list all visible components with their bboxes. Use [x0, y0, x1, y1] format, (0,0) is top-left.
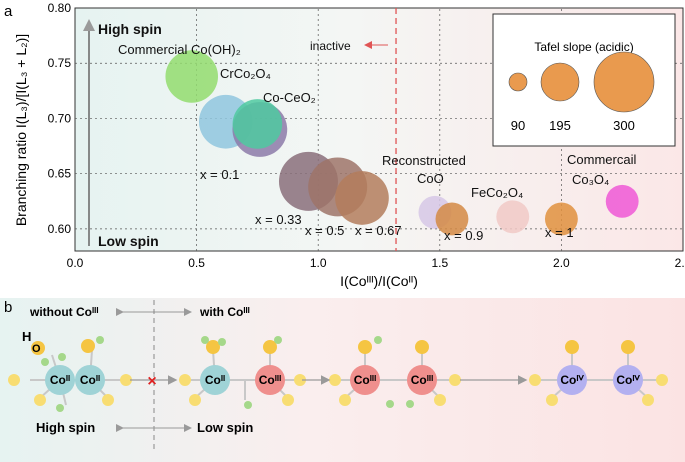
data-point	[232, 99, 283, 149]
legend: Tafel slope (acidic) 90 195 300	[492, 13, 676, 147]
without-coIII-label: without Coᴵᴵᴵ	[29, 305, 98, 319]
data-point	[335, 171, 389, 225]
ion-3	[200, 365, 230, 395]
x-tick-label: 2.5	[675, 256, 685, 270]
legend-marker-195	[540, 62, 580, 102]
ion-1	[45, 365, 75, 395]
oh-label-h: H	[22, 329, 31, 344]
y-tick-label: 0.75	[48, 56, 72, 70]
svg-text:Coᴵᴵᴵ: Coᴵᴵᴵ	[354, 373, 377, 387]
y-tick-label: 0.65	[48, 167, 72, 181]
data-point	[496, 200, 530, 234]
metal-ions: Coᴵᴵ Coᴵᴵ Coᴵᴵ Coᴵᴵᴵ Coᴵᴵᴵ Coᴵᴵᴵ Coᴵⱽ Co…	[45, 365, 643, 395]
panel-a-label: a	[4, 3, 13, 20]
data-point	[544, 202, 578, 236]
y-axis-label: Branching ratio I(L₃)/[I(L₃ + L₂)]	[13, 34, 29, 226]
svg-text:Coᴵᴵᴵ: Coᴵᴵᴵ	[411, 373, 434, 387]
label-feco2o4: FeCo₂O₄	[471, 185, 523, 200]
data-point	[165, 50, 219, 103]
label-x-0-33: x = 0.33	[255, 212, 302, 227]
x-ticks: 0.0 0.5 1.0 1.5 2.0 2.5	[67, 256, 685, 270]
ion-7	[557, 365, 587, 395]
hydrogen-atoms	[41, 336, 414, 412]
label-commercail-line2: Co₃O₄	[572, 172, 609, 187]
point-labels: Commercial Co(OH)₂ CrCo₂O₄ Co-CeO₂ x = 0…	[118, 42, 636, 243]
x-tick-label: 1.0	[310, 256, 327, 270]
x-tick-label: 1.5	[431, 256, 448, 270]
legend-label-90: 90	[511, 118, 525, 133]
x-tick-label: 0.0	[67, 256, 84, 270]
data-point	[605, 184, 639, 218]
low-spin-label: Low spin	[98, 233, 159, 249]
with-coIII-label: with Coᴵᴵᴵ	[199, 305, 250, 319]
x-tick-label: 2.0	[553, 256, 570, 270]
low-spin-label-b: Low spin	[197, 420, 253, 435]
legend-marker-90	[508, 72, 528, 92]
svg-text:Coᴵⱽ: Coᴵⱽ	[560, 373, 584, 387]
svg-text:Coᴵᴵ: Coᴵᴵ	[80, 373, 100, 387]
label-crco2o4: CrCo₂O₄	[220, 66, 271, 81]
y-tick-label: 0.70	[48, 111, 72, 125]
svg-text:Coᴵᴵ: Coᴵᴵ	[205, 373, 225, 387]
ligand-atoms	[8, 339, 668, 406]
label-reconstructed-line1: Reconstructed	[382, 153, 466, 168]
label-x-1: x = 1	[545, 225, 574, 240]
legend-label-300: 300	[613, 118, 635, 133]
ion-6	[407, 365, 437, 395]
label-x-0-5: x = 0.5	[305, 223, 344, 238]
x-axis-label: I(Coᴵᴵᴵ)/I(Coᴵᴵ)	[340, 273, 418, 289]
label-commercial-coOH2: Commercial Co(OH)₂	[118, 42, 241, 57]
ion-4	[255, 365, 285, 395]
legend-label-195: 195	[549, 118, 571, 133]
legend-title: Tafel slope (acidic)	[534, 40, 633, 54]
data-points	[165, 50, 639, 236]
high-spin-label-b: High spin	[36, 420, 95, 435]
oh-label-o: O	[32, 343, 41, 355]
legend-marker-300	[593, 51, 655, 113]
high-spin-label: High spin	[98, 21, 162, 37]
svg-text:Coᴵᴵ: Coᴵᴵ	[50, 373, 70, 387]
panel-b-label: b	[4, 299, 12, 316]
inactive-label: inactive	[310, 39, 351, 53]
label-commercail-line1: Commercail	[567, 152, 636, 167]
data-point	[435, 202, 469, 236]
label-x-0-9: x = 0.9	[444, 228, 483, 243]
y-ticks: 0.60 0.65 0.70 0.75 0.80	[48, 1, 72, 236]
label-x-0-1: x = 0.1	[200, 167, 239, 182]
svg-text:Coᴵⱽ: Coᴵⱽ	[616, 373, 640, 387]
ion-8	[613, 365, 643, 395]
oh-oxygen-atom	[31, 341, 45, 355]
ion-2	[75, 365, 105, 395]
y-tick-label: 0.80	[48, 1, 72, 15]
blocked-mark: ×	[147, 373, 156, 390]
label-co-ceo2: Co-CeO₂	[263, 90, 316, 105]
x-tick-label: 0.5	[188, 256, 205, 270]
y-tick-label: 0.60	[48, 222, 72, 236]
ion-5	[350, 365, 380, 395]
label-reconstructed-line2: CoO	[417, 171, 444, 186]
label-x-0-67: x = 0.67	[355, 223, 402, 238]
svg-text:Coᴵᴵᴵ: Coᴵᴵᴵ	[259, 373, 282, 387]
